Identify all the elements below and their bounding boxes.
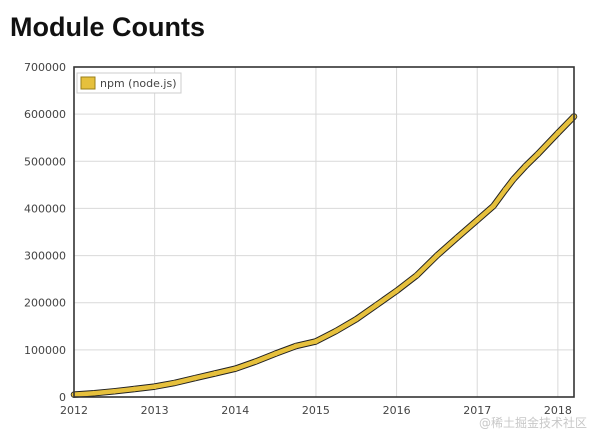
legend-swatch	[80, 76, 96, 90]
data-point-0-26	[555, 130, 561, 136]
data-point-0-20	[474, 217, 480, 223]
legend-label: npm (node.js)	[100, 77, 176, 90]
x-tick-label-6: 2018	[544, 404, 572, 417]
data-point-0-2	[111, 388, 117, 394]
data-point-0-7	[212, 371, 218, 376]
series-layer	[70, 113, 578, 398]
data-point-0-25	[535, 151, 541, 157]
data-point-0-10	[273, 351, 279, 357]
legend-box	[76, 72, 182, 94]
y-tick-label-4: 400000	[24, 202, 66, 215]
y-tick-label-0: 0	[59, 391, 66, 404]
y-tick-label-6: 600000	[24, 108, 66, 121]
y-tick-label-3: 300000	[24, 250, 66, 263]
data-point-0-3	[132, 386, 137, 392]
y-tick-label-1: 100000	[24, 344, 66, 357]
x-tick-label-3: 2015	[302, 404, 330, 417]
plot-frame	[73, 66, 575, 398]
data-point-0-14	[353, 316, 359, 322]
data-point-0-1	[91, 390, 97, 396]
series-line-0	[71, 114, 577, 397]
axis-layer: 0 100000 200000 300000 400000 500000 600000 700…	[24, 61, 572, 417]
data-point-0-4	[152, 384, 158, 390]
x-tick-label-1: 2013	[141, 404, 169, 417]
y-tick-label-2: 200000	[24, 297, 66, 310]
page-title: Module Counts	[10, 12, 205, 42]
data-point-0-24	[523, 163, 529, 169]
data-point-0-12	[313, 338, 319, 344]
data-point-0-18	[434, 253, 440, 258]
data-point-0-5	[172, 380, 178, 386]
data-point-0-17	[414, 272, 420, 278]
y-tick-label-5: 500000	[24, 155, 66, 168]
data-point-0-16	[394, 288, 399, 294]
x-tick-label-2: 2014	[221, 404, 249, 417]
watermark: @稀土掘金技术社区	[478, 416, 587, 430]
data-point-0-15	[374, 302, 379, 308]
data-point-0-22	[503, 187, 508, 192]
x-tick-label-0: 2012	[60, 404, 88, 417]
data-point-0-6	[192, 375, 198, 381]
data-point-0-23	[511, 176, 516, 182]
grid-layer	[73, 66, 574, 398]
data-point-0-19	[454, 235, 460, 241]
data-point-0-13	[333, 328, 339, 334]
x-tick-label-5: 2017	[463, 404, 491, 417]
y-tick-label-7: 700000	[24, 61, 66, 74]
x-tick-label-4: 2016	[383, 404, 411, 417]
data-point-0-11	[293, 343, 299, 349]
data-point-0-8	[232, 366, 238, 372]
data-point-0-21	[490, 203, 496, 209]
legend: npm (node.js)	[76, 72, 182, 94]
data-point-0-9	[253, 359, 258, 365]
